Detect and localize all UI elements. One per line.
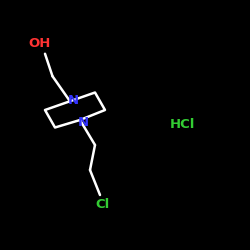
Text: N: N — [68, 94, 78, 106]
Text: OH: OH — [29, 37, 51, 50]
Text: Cl: Cl — [96, 198, 110, 211]
Text: N: N — [78, 116, 89, 128]
Text: HCl: HCl — [170, 118, 195, 132]
